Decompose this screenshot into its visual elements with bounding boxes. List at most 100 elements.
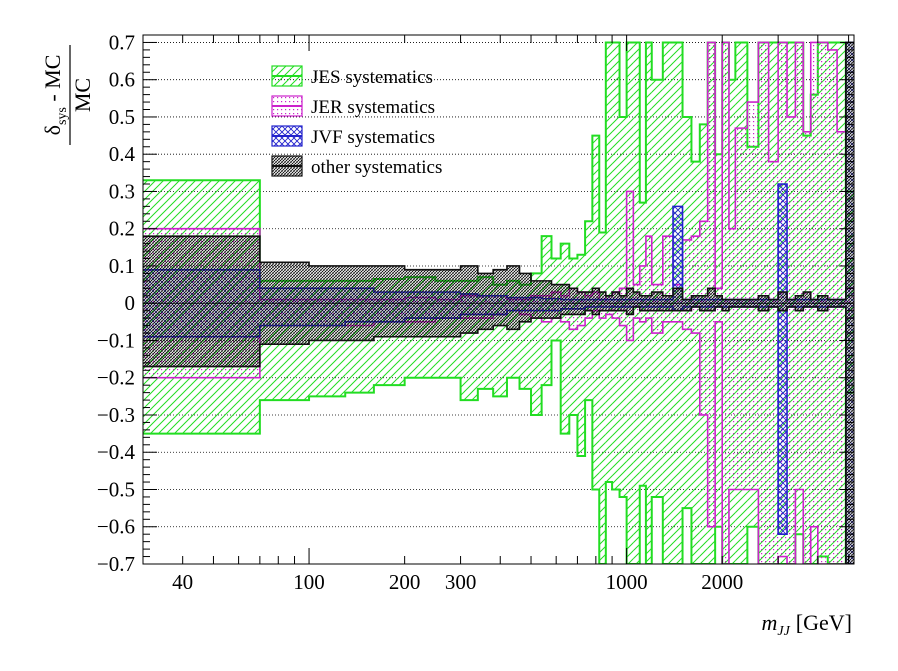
band-fill-3-20 — [599, 292, 606, 311]
y-tick-label-12: 0.5 — [109, 105, 135, 129]
legend-entry-1: JER systematics — [271, 95, 435, 118]
band-fill-3-25 — [633, 292, 640, 307]
series-layer — [143, 41, 854, 564]
y-tick-label-14: 0.7 — [109, 30, 135, 54]
band-fill-3-45 — [803, 292, 811, 307]
band-fill-0-15 — [560, 243, 570, 434]
band-fill-2-42 — [778, 184, 788, 535]
x-tick-label-4: 1000 — [606, 570, 648, 594]
y-tick-label-5: −0.2 — [97, 366, 135, 390]
band-fill-0-26 — [639, 202, 646, 486]
band-fill-3-32 — [691, 295, 700, 307]
y-axis-title-minus-mc: - MC — [40, 55, 65, 108]
x-axis-title-main: m — [761, 610, 777, 635]
band-fill-2-30 — [673, 206, 683, 311]
band-fill-0-17 — [577, 254, 586, 456]
y-tick-label-9: 0.2 — [109, 217, 135, 241]
legend-entry-3: other systematics — [271, 155, 442, 178]
band-fill-3-9 — [493, 269, 507, 326]
band-fill-0-21 — [605, 42, 613, 483]
band-fill-3-22 — [612, 292, 620, 311]
band-fill-1-39 — [747, 102, 759, 490]
y-axis-title-numerator: δsys - MC — [40, 55, 70, 136]
band-fill-3-24 — [626, 288, 634, 315]
band-fill-3-12 — [531, 280, 542, 319]
legend: JES systematics JER systematics JVF system… — [271, 65, 442, 178]
x-tick-label-3: 300 — [445, 570, 477, 594]
y-axis-title-denominator: MC — [70, 78, 95, 112]
band-fill-0-35 — [715, 154, 723, 527]
x-tick-label-1: 100 — [293, 570, 325, 594]
band-fill-3-0 — [143, 236, 260, 367]
band-fill-3-36 — [722, 299, 729, 311]
legend-label-1: JER systematics — [311, 97, 435, 118]
y-tick-label-2: −0.5 — [97, 477, 135, 501]
legend-entry-2: JVF systematics — [271, 125, 435, 148]
x-tick-label-2: 200 — [389, 570, 421, 594]
y-tick-label-8: 0.1 — [109, 254, 135, 278]
band-fill-3-11 — [519, 273, 532, 322]
band-fill-3-16 — [569, 288, 578, 315]
band-fill-1-45 — [803, 131, 811, 564]
band-fill-3-8 — [477, 273, 494, 330]
band-fill-3-7 — [460, 265, 478, 334]
band-fill-0-16 — [569, 258, 578, 415]
band-fill-1-44 — [795, 42, 804, 490]
x-tick-label-0: 40 — [172, 570, 193, 594]
legend-label-3: other systematics — [311, 157, 442, 178]
y-tick-label-10: 0.3 — [109, 179, 135, 203]
band-fill-3-31 — [682, 299, 692, 311]
band-fill-1-41 — [768, 161, 779, 564]
band-fill-3-19 — [592, 288, 600, 315]
y-tick-label-7: 0 — [125, 291, 136, 315]
y-axis-title-delta: δ — [40, 125, 65, 135]
series-0-lower-edge — [143, 339, 854, 564]
band-fill-3-10 — [506, 265, 520, 330]
y-tick-label-3: −0.4 — [97, 440, 136, 464]
band-fill-3-30 — [673, 288, 683, 311]
legend-entry-0: JES systematics — [271, 65, 433, 88]
band-fill-3-42 — [778, 292, 788, 311]
band-fill-0-12 — [531, 273, 542, 415]
plot-frame — [142, 34, 855, 565]
band-fill-0-20 — [599, 232, 606, 564]
band-fill-3-13 — [541, 280, 552, 319]
y-axis-title: δsys - MC MC — [40, 45, 95, 145]
band-fill-1-26 — [639, 265, 646, 322]
y-tick-label-13: 0.6 — [109, 68, 135, 92]
band-fill-1-49 — [837, 131, 846, 564]
band-fill-3-18 — [585, 292, 593, 311]
band-fill-3-4 — [373, 265, 405, 337]
axis-ticks: −0.7 −0.6 −0.5 −0.4 −0.3 −0.2 −0.1 0 0.1 0.2 0.3 0.… — [97, 30, 854, 594]
y-tick-label-6: −0.1 — [97, 328, 135, 352]
band-fill-3-34 — [707, 288, 716, 311]
x-axis-title-sub: JJ — [777, 624, 790, 639]
y-tick-label-4: −0.3 — [97, 403, 135, 427]
frame-rect — [142, 34, 855, 565]
band-fill-1-31 — [682, 239, 692, 330]
band-fill-0-22 — [612, 42, 620, 490]
x-axis-title-unit: [GeV] — [796, 610, 852, 635]
band-fill-1-37 — [728, 228, 736, 490]
y-axis-title-sys: sys — [55, 107, 70, 125]
band-fill-1-46 — [810, 42, 818, 527]
band-fill-3-28 — [651, 292, 663, 311]
band-fill-1-24 — [626, 191, 634, 341]
band-fill-1-43 — [787, 116, 796, 564]
band-fill-0-32 — [691, 161, 700, 564]
series-3-lower-edge — [143, 306, 854, 564]
band-fill-1-33 — [699, 221, 708, 415]
band-fill-1-29 — [662, 236, 674, 322]
y-tick-label-1: −0.6 — [97, 515, 135, 539]
series-3-upper-edge — [143, 41, 854, 301]
band-fill-0-11 — [519, 284, 532, 389]
y-tick-label-0: −0.7 — [97, 552, 135, 576]
band-fill-1-38 — [735, 128, 748, 490]
band-fill-1-32 — [691, 236, 700, 334]
band-fill-1-27 — [645, 236, 652, 319]
x-tick-label-5: 2000 — [701, 570, 743, 594]
y-tick-label-11: 0.4 — [109, 142, 136, 166]
band-fill-3-14 — [551, 284, 561, 319]
band-fill-3-15 — [560, 284, 570, 315]
